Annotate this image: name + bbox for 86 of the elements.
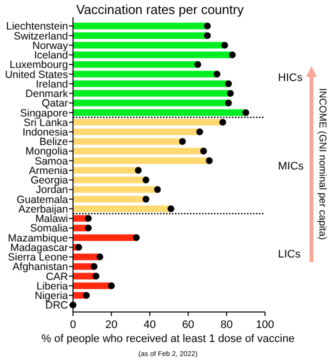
- point: [108, 282, 115, 290]
- y-tick-label: Norway: [32, 40, 69, 52]
- bar: [73, 22, 208, 30]
- text: HICs: [278, 72, 303, 84]
- point: [206, 157, 213, 164]
- point: [134, 166, 142, 174]
- bar: [73, 100, 229, 106]
- point: [154, 186, 161, 193]
- text: LICs: [278, 248, 302, 261]
- point: [204, 32, 211, 39]
- bar: [73, 157, 210, 164]
- y-tick-label: Denmark: [25, 88, 69, 100]
- y-tick-label: Iceland: [34, 50, 68, 62]
- x-tick-label: 20: [105, 319, 118, 331]
- point: [84, 215, 92, 222]
- point: [200, 148, 207, 154]
- x-tick-label: 0: [70, 319, 76, 331]
- bar: [73, 186, 158, 193]
- point: [168, 205, 174, 212]
- y-tick-label: Liechtenstein: [6, 20, 68, 33]
- point: [83, 292, 90, 299]
- point: [75, 244, 82, 251]
- x-tick-label: 40: [144, 319, 156, 331]
- y-tick-label: Georgia: [30, 174, 68, 187]
- bar: [73, 80, 229, 88]
- bar: [73, 196, 146, 202]
- x-axis-title: % of people who received at least 1 dose of vaccine: [41, 333, 295, 345]
- y-tick-label: Ireland: [36, 78, 68, 90]
- point: [196, 128, 204, 136]
- y-tick-label: Nigeria: [34, 290, 68, 302]
- bar: [73, 128, 200, 136]
- point: [214, 70, 220, 78]
- point: [179, 138, 186, 145]
- bar: [73, 167, 138, 174]
- bar: [73, 138, 182, 145]
- point: [84, 224, 92, 232]
- point: [221, 42, 228, 49]
- bar: [73, 70, 217, 78]
- y-tick-label: Madagascar: [10, 242, 69, 254]
- text: INCOME (GNI nominal per capita): [316, 88, 328, 240]
- bar: [73, 32, 208, 39]
- y-tick-label: Jordan: [36, 184, 68, 196]
- point: [228, 51, 236, 58]
- point: [92, 272, 100, 280]
- bar: [73, 52, 232, 58]
- y-tick-label: Singapore: [20, 107, 68, 120]
- bar: [73, 176, 146, 184]
- point: [219, 118, 226, 126]
- y-tick-label: Afghanistan: [12, 261, 68, 274]
- y-tick-label: DRC: [45, 300, 68, 312]
- y-tick-label: Mongolia: [25, 146, 68, 158]
- y-tick-label: Somalia: [30, 222, 68, 235]
- bar: [73, 205, 171, 212]
- point: [227, 90, 234, 97]
- point: [142, 176, 150, 184]
- point: [96, 254, 104, 260]
- bar: [73, 61, 198, 68]
- y-tick-label: CAR: [46, 270, 68, 283]
- y-tick-label: Qatar: [42, 98, 68, 110]
- chart-title: Vaccination rates per country: [76, 2, 244, 17]
- y-tick-label: Switzerland: [14, 30, 68, 42]
- text: MICs: [278, 160, 304, 172]
- point: [132, 234, 140, 242]
- point: [204, 22, 211, 30]
- x-tick-label: 60: [182, 319, 194, 331]
- bar: [73, 118, 223, 126]
- point: [242, 109, 250, 116]
- bar: [73, 148, 204, 154]
- point: [194, 61, 202, 68]
- bar: [73, 42, 225, 49]
- y-tick-label: Armenia: [28, 164, 68, 177]
- point: [225, 80, 232, 88]
- y-tick-label: Luxembourg: [10, 59, 68, 72]
- bar: [73, 234, 136, 241]
- point: [225, 100, 232, 106]
- y-tick-label: Mazambique: [8, 232, 68, 244]
- x-tick-label: 80: [220, 319, 233, 331]
- y-tick-label: Guatemala: [16, 194, 68, 206]
- bar: [73, 90, 230, 97]
- point: [142, 196, 150, 203]
- x-tick-label: 100: [256, 319, 274, 331]
- point: [90, 263, 98, 270]
- bar: [73, 282, 112, 290]
- bar: [73, 109, 246, 116]
- y-tick-label: Azerbaijan: [18, 203, 68, 216]
- y-tick-label: Liberia: [36, 280, 68, 292]
